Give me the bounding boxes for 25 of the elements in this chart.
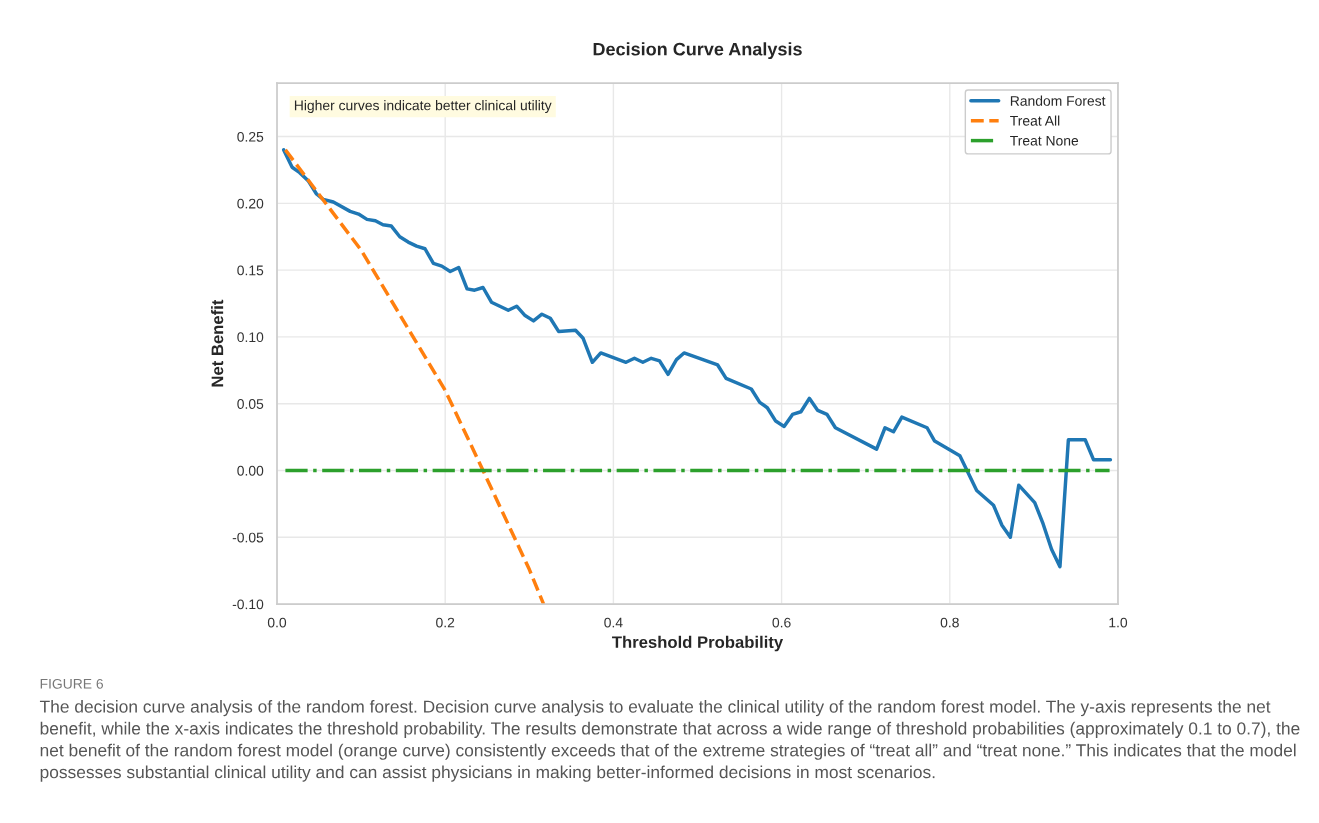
x-tick-label: 0.6 [772,617,791,628]
y-tick-label: 0.20 [237,198,264,209]
y-tick-label: 0.15 [237,265,264,276]
x-tick-label: 0.4 [604,617,623,628]
x-tick-label: 0.2 [436,617,455,628]
y-tick-label: 0.10 [237,332,264,343]
line-series [281,148,1113,569]
chart-title: Decision Curve Analysis [593,42,802,60]
y-tick-label: -0.10 [232,599,264,610]
x-axis-title: Threshold Probability [612,635,784,652]
y-axis-title: Net Benefit [211,299,224,387]
caption: FIGURE 6 [40,678,104,689]
annotation: Higher curves indicate better clinical utility [294,100,552,114]
y-tick-label: -0.05 [232,532,264,543]
text: The decision curve analysis of the random forest. Decision curve analysis to evaluate the clinical utility of the random forest model. The y-axis represents the net benefit, while the x-axis indicates the threshold probability. The results demonstrate that across a wide range of threshold probabilities (approximately 0.1 to 0.7), the net benefit of the random forest model (orange curve) consistently exceeds that of the extreme strategies of “treat all” and “treat none.” This indicates that the model possesses substantial clinical utility and can assist physicians in making better-informed decisions in most scenarios. [39,700,1300,782]
legend-label: Random Forest [1010,95,1106,106]
x-tick-label: 0.8 [940,617,959,628]
line-series [283,148,546,605]
x-tick-label: 0.0 [267,617,287,628]
y-tick-label: 0.05 [237,399,264,409]
y-tick-label: 0.00 [237,465,264,476]
legend-label: Treat None [1010,135,1079,146]
y-tick-label: 0.25 [237,131,264,142]
legend-label: Treat All [1010,115,1060,126]
x-tick-label: 1.0 [1109,617,1128,628]
